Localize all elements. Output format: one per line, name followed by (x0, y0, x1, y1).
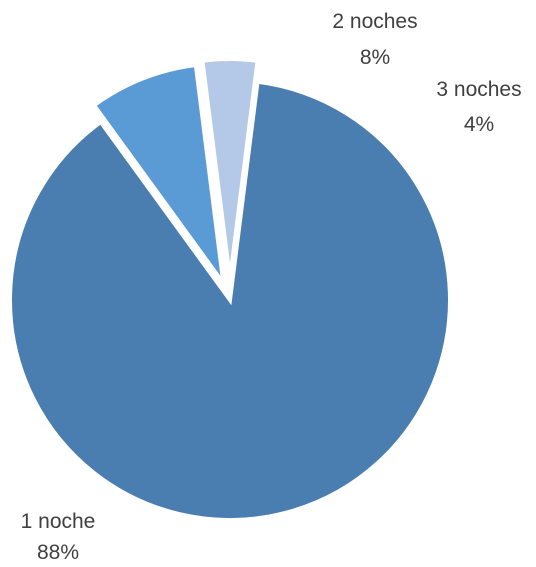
slice-label-1-noche-percent: 88% (37, 541, 79, 564)
slice-label-3-noches-name: 3 noches (436, 78, 521, 101)
slice-label-3-noches-percent: 4% (464, 113, 494, 136)
pie-slice-2-noches (91, 62, 226, 285)
pie-labels: 1 noche 88% 2 noches 8% 3 noches 4% (21, 10, 522, 564)
pie-slice-3-noches (200, 57, 260, 280)
pie-slice-1-noche (8, 79, 452, 522)
slice-label-2-noches-percent: 8% (360, 46, 390, 69)
slice-label-1-noche-name: 1 noche (21, 510, 96, 533)
pie-slices (8, 57, 452, 522)
slice-label-2-noches-name: 2 noches (332, 10, 417, 33)
